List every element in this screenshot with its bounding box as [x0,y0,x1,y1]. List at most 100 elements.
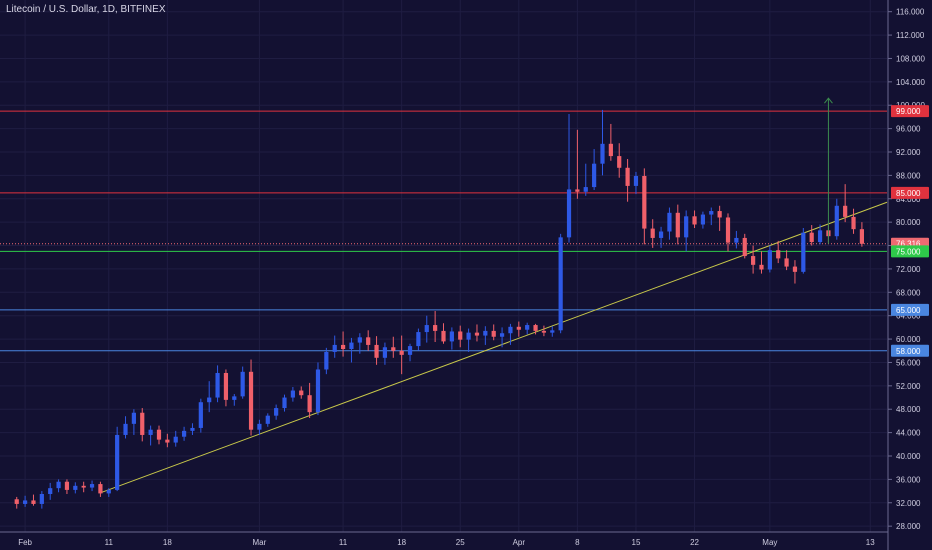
price-tick-label: 104.000 [896,78,925,87]
candle-body [240,371,245,397]
candle-body [391,347,396,351]
candle-body [349,342,354,350]
candle-body [449,331,454,342]
price-badge-label: 99.000 [896,107,921,116]
trendline[interactable] [100,201,888,494]
candle-body [625,167,630,186]
candle-body [299,390,304,396]
candle-body [98,484,103,494]
price-tick-label: 64.000 [896,312,921,321]
candle-body [140,412,145,435]
price-tick-label: 48.000 [896,405,921,414]
candle-body [223,372,229,400]
candle-body [742,237,747,257]
candle-body [566,189,572,238]
time-tick-label: 11 [105,538,114,547]
horizontal-levels[interactable] [0,110,887,352]
candle-body [307,395,312,413]
candle-body [642,175,647,229]
candle-body [458,331,463,340]
candle-body [734,237,739,243]
price-tick-label: 96.000 [896,125,921,134]
grid-lines [0,0,887,532]
candle-body [23,500,28,504]
candle-body [441,330,446,342]
candle-body [215,372,220,398]
time-tick-label: 25 [456,538,465,547]
candle-body [198,402,203,428]
candle-body [499,333,505,337]
candle-body [692,216,697,225]
candle-body [491,330,496,337]
candle-body [600,143,605,164]
candle-body [399,350,404,355]
candle-body [592,163,597,188]
price-badge-label: 76.316 [896,240,921,249]
time-tick-label: May [762,538,777,547]
trendline-segment [100,201,888,494]
candle-body [382,347,388,358]
candle-body [508,326,513,334]
candle-body [801,232,806,272]
projection-arrow[interactable] [824,97,833,244]
candle-body [340,344,346,350]
candle-body [165,439,170,443]
candle-body [767,250,772,270]
candle-body [717,211,722,218]
candle-body [851,216,856,230]
candle-body [466,332,471,340]
price-badge-label: 65.000 [896,306,921,315]
candle-body [424,325,429,333]
candle-body [106,489,111,494]
candle-body [633,175,639,186]
candle-body [64,481,70,490]
candle-body [658,231,664,238]
price-badge [891,186,929,199]
price-tick-label: 108.000 [896,54,925,63]
candle-body [315,369,321,413]
candle-body [700,214,706,225]
candle-body [541,330,547,333]
candle-body [525,325,530,330]
candle-body [583,187,588,192]
candle-body [709,211,714,215]
candle-body [776,250,781,259]
price-tick-label: 40.000 [896,452,921,461]
price-badge [891,245,929,258]
candle-body [725,217,731,243]
candle-body [667,212,672,232]
price-tick-label: 44.000 [896,429,921,438]
candle-body [89,484,95,488]
candle-body [181,430,187,437]
candle-body [416,332,421,347]
price-tick-label: 28.000 [896,522,921,531]
candle-body [483,330,488,336]
candle-body [324,351,329,370]
price-tick-label: 112.000 [896,31,925,40]
candle-body [558,237,563,331]
candle-body [282,397,287,409]
price-badge [891,303,929,316]
candle-body [617,156,622,168]
symbol-title: Litecoin / U.S. Dollar, 1D, BITFINEX [6,4,166,15]
candle-body [56,481,61,489]
time-tick-label: Apr [513,538,526,547]
candle-body [675,212,680,238]
candle-body [759,264,764,270]
candle-body [232,396,237,400]
candle-body [784,258,789,267]
candle-body [73,485,78,490]
price-tick-label: 80.000 [896,218,921,227]
price-tick-label: 36.000 [896,475,921,484]
time-tick-label: Mar [253,538,267,547]
candle-body [433,325,438,331]
candle-body [834,205,839,237]
price-tick-label: 116.000 [896,8,925,17]
candle-body [608,143,613,157]
candle-body [123,423,128,435]
time-tick-label: 18 [397,538,406,547]
candle-body [115,434,120,490]
time-tick-label: Feb [18,538,32,547]
